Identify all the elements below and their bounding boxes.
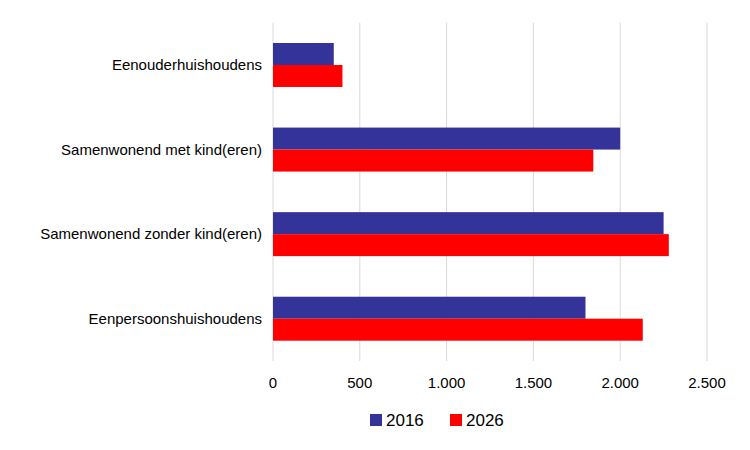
tick-label: 2.500 (688, 374, 726, 391)
category-label: Eenpersoonshuishoudens (89, 310, 262, 327)
grid-line (707, 23, 708, 361)
legend-label: 2016 (386, 411, 424, 430)
bar (273, 150, 593, 172)
tick-label: 500 (347, 374, 372, 391)
chart-container: 0 500 1.000 1.500 2.000 2.500 Eenouderhuishoud… (0, 0, 750, 450)
chart-svg: 0 500 1.000 1.500 2.000 2.500 Eenouderhuishoud… (0, 0, 750, 450)
grid (273, 23, 707, 361)
tick-label: 2.000 (601, 374, 639, 391)
legend-swatch (370, 414, 382, 426)
tick-label: 0 (269, 374, 277, 391)
bar (273, 43, 334, 65)
bar (273, 212, 664, 234)
bar (273, 128, 620, 150)
legend: 2016 2026 (370, 411, 504, 430)
bar (273, 234, 669, 256)
category-label: Samenwonend met kind(eren) (61, 141, 262, 158)
legend-swatch (450, 414, 462, 426)
tick-label: 1.000 (428, 374, 466, 391)
legend-label: 2026 (466, 411, 504, 430)
category-label: Eenouderhuishoudens (112, 56, 262, 73)
category-label: Samenwonend zonder kind(eren) (40, 225, 262, 242)
bar (273, 319, 643, 341)
grid-line (620, 23, 621, 361)
bar (273, 297, 585, 319)
bars (273, 43, 669, 341)
bar (273, 65, 342, 87)
tick-label: 1.500 (515, 374, 553, 391)
